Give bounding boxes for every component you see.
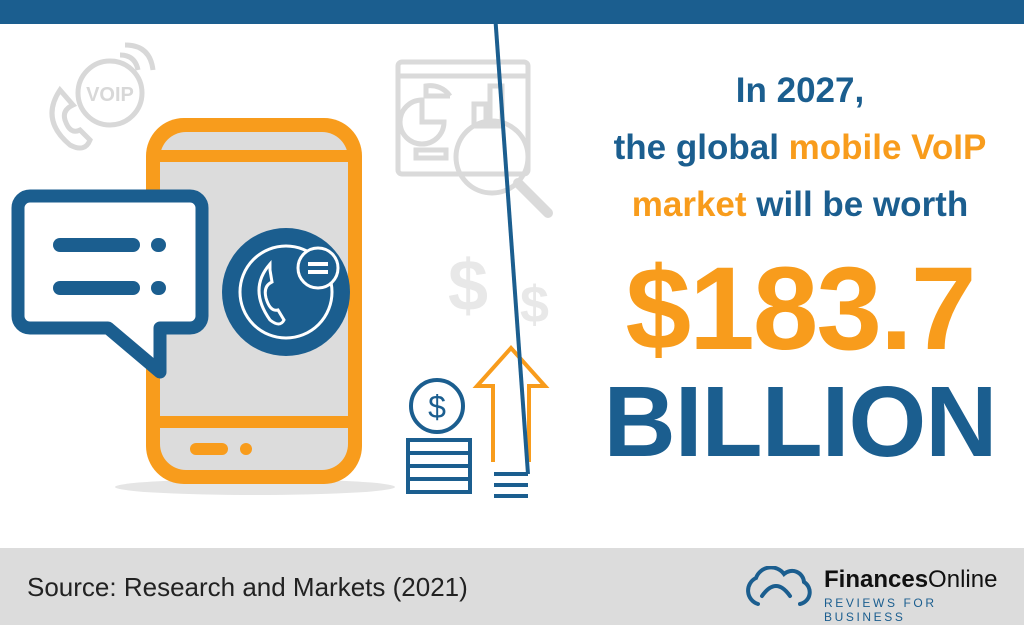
market-value: $183.7 [625, 243, 977, 375]
brand-name-bold: Finances [824, 566, 929, 593]
footer: Source: Research and Markets (2021) Fina… [0, 548, 1024, 625]
headline-line-1: In 2027, [735, 71, 865, 110]
source-citation: Source: Research and Markets (2021) [27, 572, 468, 602]
chat-bubble-icon [11, 189, 209, 379]
financesonline-logo[interactable]: FinancesOnline REVIEWS FOR BUSINESS [740, 564, 1020, 624]
svg-text:$: $ [448, 246, 488, 326]
headline-highlight: market [631, 185, 747, 224]
headline-text: will be worth [746, 185, 969, 224]
svg-text:VOIP: VOIP [86, 84, 134, 106]
headline-line-2: the global mobile VoIP [580, 119, 1020, 176]
brand-name: FinancesOnline [824, 566, 997, 594]
svg-text:$: $ [428, 389, 446, 425]
coins-growth-icon: $ [406, 24, 550, 498]
brand-name-light: Online [928, 566, 998, 593]
brand-tagline: REVIEWS FOR BUSINESS [824, 596, 937, 624]
headline-highlight: mobile VoIP [788, 128, 987, 167]
cloud-logo-icon [746, 566, 812, 606]
headline: In 2027, the global mobile VoIP market w… [580, 62, 1020, 233]
analytics-magnifier-icon [395, 59, 553, 218]
market-value-unit: BILLION [603, 366, 998, 478]
svg-text:$: $ [520, 276, 549, 334]
dollar-signs-icon: $ $ [448, 246, 549, 334]
headline-text: the global [613, 128, 789, 167]
top-banner [0, 0, 1024, 24]
headline-line-3: market will be worth [580, 176, 1020, 233]
voip-call-icon [222, 228, 350, 356]
illustration: VOIP $ $ [11, 24, 553, 498]
voip-phone-icon: VOIP [49, 42, 156, 151]
